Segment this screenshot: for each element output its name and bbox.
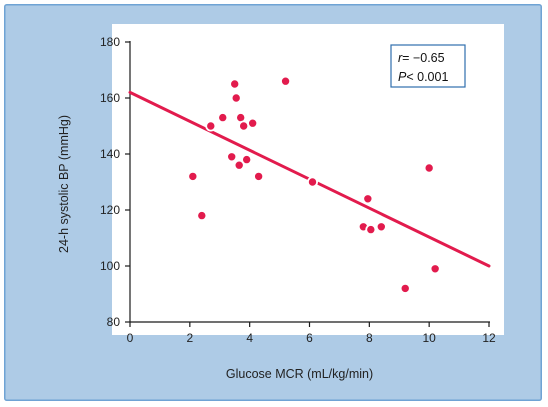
data-point [229,78,241,90]
data-point [187,170,199,182]
y-axis-title: 24-h systolic BP (mmHg) [57,115,71,253]
chart-frame: 80 100 120 140 160 180 0 2 4 6 8 10 12 24-h systoli… [4,4,542,401]
data-point [230,92,242,104]
data-point [217,112,229,124]
x-tick-label: 12 [482,331,496,345]
y-tick-label: 120 [100,203,120,217]
stat-p-symbol: P [398,70,407,84]
data-point [306,176,318,188]
data-point [196,210,208,222]
stat-box-border [390,44,466,88]
y-tick-label: 140 [100,147,120,161]
stat-r-value: = −0.65 [402,51,444,65]
stat-p-value: < 0.001 [406,70,448,84]
y-tick-label: 160 [100,91,120,105]
stat-p-line: P< 0.001 [398,70,448,84]
x-axis-title: Glucose MCR (mL/kg/min) [226,367,373,381]
stat-r-symbol: r [398,51,403,65]
x-tick-label: 4 [246,331,253,345]
data-point [280,75,292,87]
data-point [365,224,377,236]
x-tick-label: 6 [306,331,313,345]
x-tick-label: 10 [422,331,436,345]
data-point [375,221,387,233]
y-ticks: 80 100 120 140 160 180 [100,35,130,329]
data-point [362,193,374,205]
data-point [226,151,238,163]
data-point [429,263,441,275]
data-point [233,159,245,171]
y-tick-label: 180 [100,35,120,49]
data-point [247,117,259,129]
stat-r-line: r= −0.65 [398,51,445,65]
data-point [399,282,411,294]
data-point [238,120,250,132]
data-points [187,75,441,294]
y-tick-label: 100 [100,259,120,273]
scatter-chart: 80 100 120 140 160 180 0 2 4 6 8 10 12 24-h systoli… [4,4,542,401]
x-ticks: 0 2 4 6 8 10 12 [127,322,496,345]
data-point [205,120,217,132]
data-point [253,170,265,182]
x-tick-label: 2 [186,331,193,345]
y-tick-label: 80 [107,315,121,329]
data-point [423,162,435,174]
data-point [241,154,253,166]
stat-box: r= −0.65 P< 0.001 [390,44,466,88]
x-tick-label: 0 [127,331,134,345]
x-tick-label: 8 [366,331,373,345]
